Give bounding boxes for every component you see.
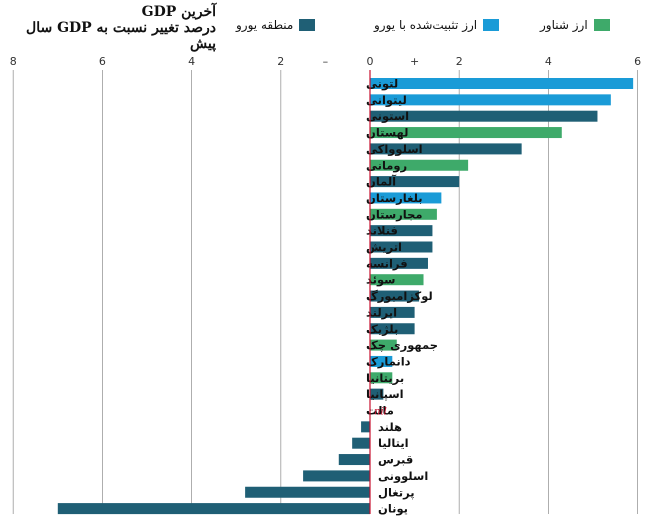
category-label: اتریش — [366, 240, 402, 254]
category-label: مالت — [366, 404, 394, 418]
x-tick-label: 0 — [367, 55, 374, 68]
category-label: هلند — [378, 420, 402, 434]
category-label: لهستان — [366, 126, 408, 140]
legend-item-floating: ارز شناور — [540, 18, 610, 32]
chart-subtitle: درصد تغییر نسبت به GDP سال پیش — [26, 20, 216, 52]
bar — [370, 306, 415, 318]
legend-label-euro: منطقه یورو — [236, 18, 294, 32]
x-tick-label: 2 — [277, 55, 284, 68]
category-label: اسپانیا — [366, 387, 404, 401]
category-label: یونان — [378, 502, 408, 517]
bar — [370, 388, 384, 400]
bar — [370, 78, 634, 89]
bar — [370, 355, 393, 367]
bar — [370, 127, 562, 139]
bar — [370, 176, 460, 188]
bar — [370, 208, 437, 220]
x-tick-label: 4 — [545, 55, 552, 68]
category-label: ایرلند — [366, 305, 397, 319]
x-tick-label: 8 — [10, 55, 17, 68]
chart-title: آخرین GDP — [141, 4, 216, 20]
category-label: فنلاند — [366, 224, 398, 238]
legend-label-floating: ارز شناور — [540, 18, 588, 32]
category-label: بلغارستان — [366, 191, 423, 205]
x-tick-label: – — [323, 55, 329, 68]
bar — [370, 225, 433, 237]
x-tick-label: 2 — [456, 55, 463, 68]
legend-label-pegged: ارز تثبیت‌شده با یورو — [374, 18, 478, 32]
bar — [370, 94, 611, 106]
bar — [370, 290, 420, 302]
bar — [361, 421, 370, 433]
bar — [370, 143, 522, 155]
bar — [245, 486, 370, 498]
bar — [370, 192, 442, 204]
legend-item-pegged: ارز تثبیت‌شده با یورو — [374, 18, 500, 32]
x-tick-label: + — [410, 55, 419, 68]
category-label: بریتانیا — [366, 371, 404, 385]
legend-swatch-floating — [593, 19, 610, 31]
category-label: لتونی — [366, 77, 398, 92]
bar — [303, 470, 370, 482]
bar — [370, 372, 393, 384]
bar — [352, 437, 370, 449]
bar — [370, 339, 397, 351]
category-label: بلژیک — [366, 322, 398, 336]
bar — [370, 110, 598, 122]
category-label: دانمارک — [366, 354, 411, 368]
bar — [338, 454, 370, 466]
legend-swatch-euro — [299, 19, 316, 31]
category-label: لوکزامبورگ — [366, 289, 433, 304]
category-label: اسلوواکی — [366, 142, 423, 157]
x-tick-label: 6 — [99, 55, 106, 68]
category-label: لیتوانی — [366, 93, 407, 108]
bar — [370, 241, 433, 253]
bar — [370, 159, 469, 171]
bar — [370, 274, 424, 286]
bar — [57, 503, 371, 515]
x-tick-label: 6 — [634, 55, 641, 68]
legend-swatch-pegged — [483, 19, 500, 31]
category-label: مجارستان — [366, 207, 422, 221]
category-label: قبرس — [378, 453, 413, 467]
category-label: پرتغال — [378, 485, 415, 499]
chart-title-block: آخرین GDP درصد تغییر نسبت به GDP سال پیش — [6, 4, 216, 52]
x-tick-label: 4 — [188, 55, 195, 68]
category-label: ایتالیا — [378, 436, 409, 450]
category-label: جمهوری چک — [366, 338, 438, 353]
category-label: رومانی — [366, 158, 407, 173]
legend-item-euro: منطقه یورو — [236, 18, 316, 32]
category-label: اسلوونی — [378, 469, 428, 484]
bar — [370, 323, 415, 335]
category-label: فرانسه — [366, 256, 408, 270]
category-label: استونی — [366, 109, 409, 124]
category-label: سوئد — [366, 273, 395, 288]
category-label: آلمان — [366, 175, 397, 189]
bar — [370, 257, 428, 269]
nil-label: nil — [374, 407, 387, 418]
